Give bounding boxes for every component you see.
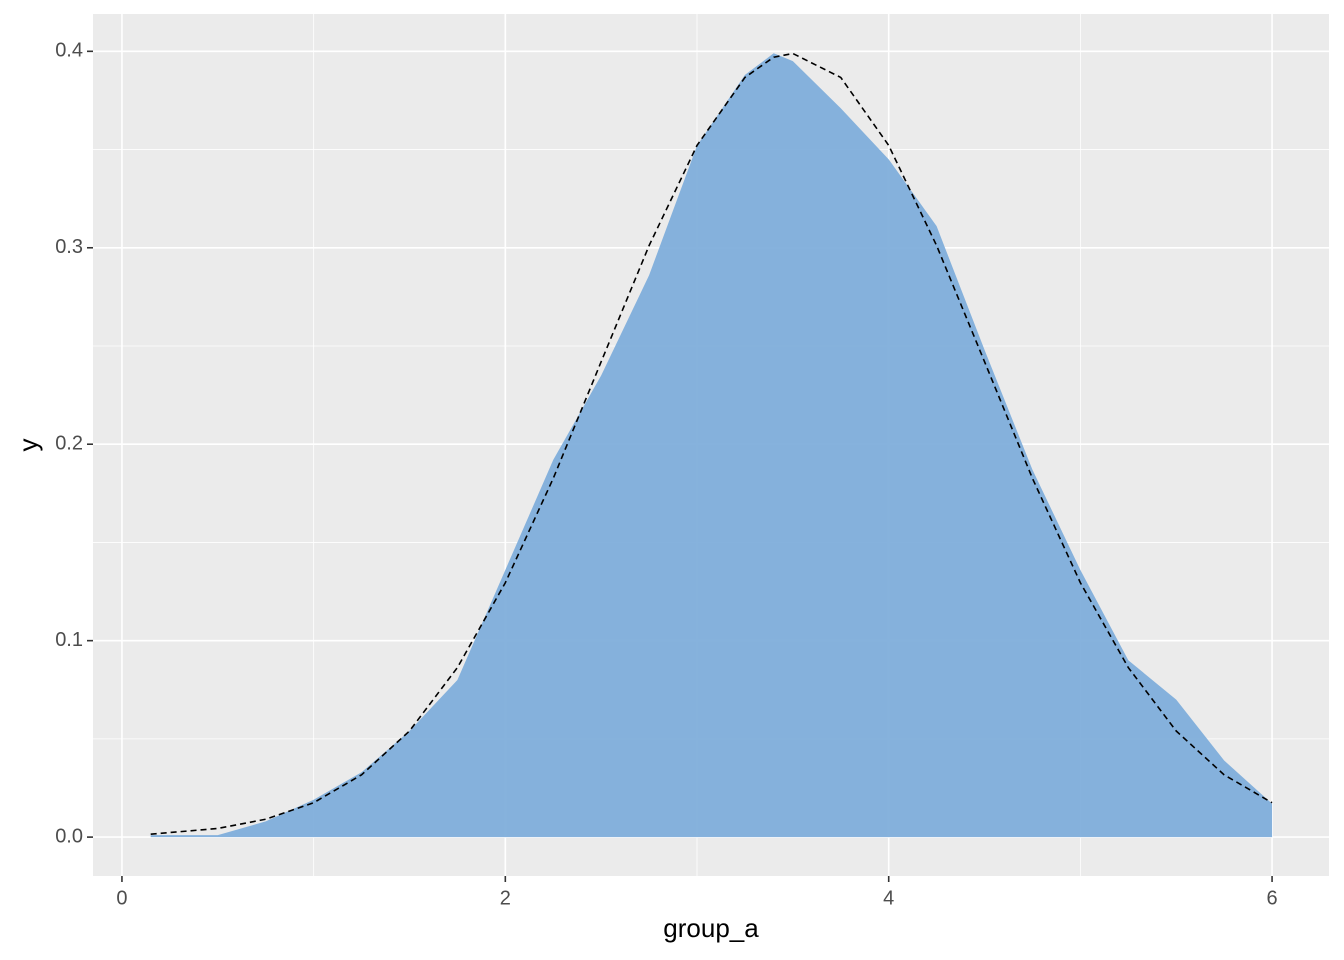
x-axis-title: group_a (663, 913, 759, 943)
x-tick-label: 0 (116, 887, 127, 909)
y-axis-title: y (13, 439, 43, 452)
y-tick-label: 0.3 (55, 236, 83, 258)
x-tick-label: 2 (500, 887, 511, 909)
x-tick-label: 4 (883, 887, 894, 909)
y-tick-label: 0.1 (55, 629, 83, 651)
normal-curve (150, 52, 1273, 835)
x-tick-label: 6 (1267, 887, 1278, 909)
y-tick-label: 0.0 (55, 825, 83, 847)
y-tick-label: 0.4 (55, 40, 83, 62)
y-tick-label: 0.2 (55, 432, 83, 454)
density-area (150, 53, 1273, 838)
